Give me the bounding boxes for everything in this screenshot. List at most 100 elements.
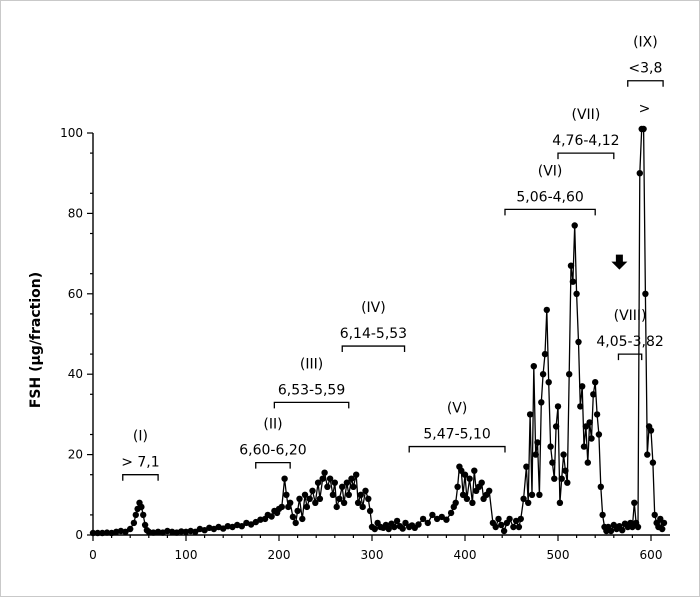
data-point — [552, 423, 560, 430]
data-point — [659, 525, 666, 533]
data-point — [520, 495, 527, 502]
data-point — [201, 527, 208, 534]
data-point — [569, 278, 577, 285]
data-point — [424, 519, 431, 527]
annotation-range: <3,8 — [628, 61, 662, 77]
data-point — [103, 529, 111, 536]
data-point — [631, 499, 638, 506]
data-point — [579, 383, 586, 390]
data-point — [178, 528, 185, 535]
data-point — [324, 483, 331, 490]
axes — [92, 133, 670, 536]
data-point — [132, 511, 139, 519]
annotation-range: 4,76-4,12 — [552, 133, 619, 149]
data-point — [306, 495, 313, 502]
annotation-bracket — [557, 152, 615, 160]
data-point — [471, 467, 478, 474]
data-point — [385, 525, 392, 533]
data-point — [486, 487, 493, 494]
data-point — [399, 525, 406, 532]
data-point — [577, 403, 584, 410]
data-point — [523, 463, 530, 470]
data-point — [562, 467, 569, 474]
data-point — [642, 290, 649, 297]
y-tick-label: 60 — [68, 287, 83, 301]
x-tick-label: 200 — [268, 548, 291, 562]
annotation-range: 6,60-6,20 — [239, 443, 306, 459]
data-point — [192, 528, 199, 535]
data-point — [447, 509, 455, 517]
data-point — [593, 411, 601, 418]
data-point — [319, 475, 326, 482]
annotation-bracket — [627, 80, 664, 87]
data-point — [348, 475, 355, 482]
data-point — [299, 515, 306, 523]
data-point — [588, 435, 595, 442]
data-point — [590, 391, 597, 398]
data-point — [391, 523, 398, 531]
data-point — [340, 499, 348, 506]
data-point — [415, 521, 422, 528]
data-point — [597, 483, 604, 490]
annotations-group: > 7,1 (I) 6,60-6,20 (II) 6,53-5,59 (III) 6,14-… — [121, 35, 664, 481]
data-point — [466, 475, 473, 482]
x-tick-label: 600 — [640, 548, 663, 562]
data-point — [599, 511, 606, 519]
annotation-roman: (I) — [133, 429, 148, 445]
data-point — [530, 363, 537, 370]
annotation-roman: (III) — [300, 356, 323, 372]
data-point — [575, 338, 582, 346]
down-arrow-shape — [611, 254, 628, 270]
data-point — [238, 523, 245, 530]
data-point — [294, 507, 301, 515]
annotation-roman: (VIII) — [614, 308, 647, 324]
data-point — [402, 519, 409, 527]
data-point — [607, 527, 615, 535]
data-point — [644, 451, 651, 458]
data-point — [592, 379, 599, 386]
ticks: 0 20 40 60 80 100 0 100 200 300 400 500 600 — [60, 126, 662, 562]
data-point — [122, 528, 129, 535]
down-arrow-icon — [611, 254, 628, 270]
y-tick-label: 100 — [60, 126, 83, 140]
data-point — [326, 475, 334, 482]
data-point — [141, 521, 149, 529]
data-point — [443, 516, 450, 523]
annotation-mark: > — [639, 101, 651, 117]
y-axis-label: FSH (µg/fraction) — [28, 272, 44, 408]
data-point — [500, 527, 508, 535]
data-point — [333, 503, 340, 511]
data-point — [350, 483, 357, 490]
annotation-roman: (II) — [263, 417, 282, 433]
data-point — [99, 529, 106, 537]
y-tick-label: 20 — [68, 448, 83, 462]
data-point — [336, 495, 343, 502]
data-point — [287, 499, 294, 506]
x-tick-label: 0 — [89, 548, 97, 562]
data-point — [551, 475, 558, 482]
data-point — [438, 513, 445, 521]
data-point — [660, 519, 668, 527]
data-point — [247, 521, 255, 528]
data-point — [556, 499, 564, 506]
data-point — [547, 443, 554, 450]
fraction-annotation: > 7,1 (I) — [121, 429, 160, 481]
data-point — [312, 499, 319, 506]
data-point — [309, 487, 316, 494]
data-point — [510, 523, 517, 531]
data-point — [536, 491, 543, 498]
data-point — [130, 519, 138, 527]
annotation-range: 4,05-3,82 — [596, 334, 663, 350]
data-point — [492, 523, 499, 531]
annotation-bracket — [408, 445, 506, 453]
data-point — [469, 499, 476, 506]
data-point — [303, 503, 311, 511]
data-point — [429, 511, 436, 519]
annotation-bracket — [255, 461, 291, 469]
y-tick-label: 40 — [68, 367, 83, 381]
annotation-range: > 7,1 — [121, 455, 159, 471]
data-point — [558, 475, 565, 482]
fraction-annotation: 6,53-5,59 (III) — [273, 356, 350, 409]
data-point — [362, 487, 369, 494]
data-point — [582, 423, 590, 430]
